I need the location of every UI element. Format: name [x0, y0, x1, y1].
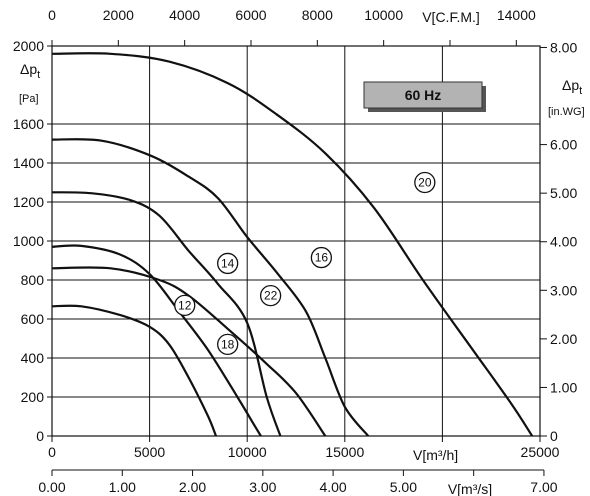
curve-label-circle	[259, 284, 282, 307]
right-tick-label: 3.00	[550, 282, 577, 298]
y-tick-label: 1000	[13, 233, 44, 249]
right-tick-label: 5.00	[550, 185, 577, 201]
curve-label-circle	[217, 252, 239, 275]
frequency-badge-label: 60 Hz	[405, 87, 442, 103]
right-axis-label-sub: t	[579, 85, 582, 97]
y-tick-label: 1200	[13, 194, 44, 210]
curve-label-text: 22	[264, 289, 278, 303]
y-tick-label: 1600	[13, 116, 44, 132]
curve-label-18: 18	[217, 333, 239, 356]
curve-label-text: 16	[315, 251, 329, 265]
right-axis-label: Δpt	[562, 77, 582, 97]
y-tick-label: 400	[21, 350, 45, 366]
curve-22	[51, 138, 370, 437]
curve-label-text: 18	[221, 337, 235, 351]
top-tick-label: 0	[48, 7, 56, 23]
curve-label-16: 16	[310, 246, 333, 269]
right-tick-label: 4.00	[550, 234, 577, 250]
curve-label-22: 22	[259, 284, 282, 307]
curve-label-circle	[217, 333, 239, 356]
x-tick-label: 5000	[134, 444, 165, 460]
right-axis-label-main: Δp	[562, 77, 579, 93]
curve-20	[51, 52, 534, 437]
curve-label-text: 20	[418, 176, 432, 190]
top-tick-label: 4000	[169, 7, 200, 23]
y-tick-label: 2000	[13, 38, 44, 54]
frequency-badge: 60 Hz	[363, 81, 486, 112]
curves	[51, 52, 534, 437]
curve-label-circle	[174, 294, 196, 317]
left-axis-unit: [Pa]	[19, 93, 39, 105]
right-tick-label: 2.00	[550, 331, 577, 347]
top-tick-label: 8000	[302, 7, 333, 23]
frequency-badge-box	[363, 81, 483, 109]
curve-label-20: 20	[414, 171, 436, 194]
top-tick-label: 6000	[235, 7, 266, 23]
x-tick-label: 25000	[521, 444, 560, 460]
secondary-tick-label: 4.00	[319, 479, 346, 495]
secondary-bottom-axis-label: V[m³/s]	[448, 481, 492, 496]
y-tick-label: 200	[21, 389, 45, 405]
secondary-tick-label: 1.00	[109, 479, 136, 495]
y-tick-label: 600	[21, 311, 45, 327]
secondary-tick-label: 7.00	[530, 479, 557, 495]
curve-label-text: 12	[178, 298, 192, 312]
secondary-tick-label: 3.00	[249, 479, 276, 495]
right-tick-label: 1.00	[550, 379, 577, 395]
x-tick-label: 10000	[228, 444, 267, 460]
curve-labels: 12 14 16 18 20 22	[174, 171, 436, 356]
bottom-axis-label: V[m³/h]	[413, 447, 458, 463]
curve-label-12: 12	[174, 294, 196, 317]
curve-12	[51, 304, 218, 437]
top-axis-label: V[C.F.M.]	[422, 9, 480, 25]
right-tick-label: 8.00	[550, 39, 577, 55]
x-tick-label: 15000	[325, 444, 364, 460]
curve-label-text: 14	[221, 256, 235, 270]
y-tick-label: 800	[21, 272, 45, 288]
y-tick-label: 0	[36, 428, 44, 444]
top-tick-label: 14000	[497, 7, 536, 23]
left-axis-label-main: Δp	[20, 61, 37, 77]
right-tick-label: 6.00	[550, 137, 577, 153]
secondary-tick-label: 2.00	[179, 479, 206, 495]
secondary-tick-label: 5.00	[390, 479, 417, 495]
secondary-tick-label: 0.00	[38, 479, 65, 495]
left-axis-label-sub: t	[37, 69, 40, 81]
y-tick-label: 1400	[13, 155, 44, 171]
top-tick-label: 2000	[103, 7, 134, 23]
x-tick-label: 0	[48, 444, 56, 460]
right-tick-label: 0	[550, 428, 558, 444]
curve-18	[51, 266, 327, 437]
curve-label-circle	[310, 246, 333, 269]
left-axis-label: Δpt	[20, 61, 40, 81]
axes: 0 5000 10000 15000 2500002004006008001000120…	[13, 7, 578, 495]
curve-16	[51, 191, 282, 437]
curve-label-14: 14	[217, 252, 239, 275]
top-tick-label: 10000	[364, 7, 403, 23]
curve-label-circle	[414, 171, 436, 194]
right-axis-unit: [in.WG]	[548, 106, 585, 118]
